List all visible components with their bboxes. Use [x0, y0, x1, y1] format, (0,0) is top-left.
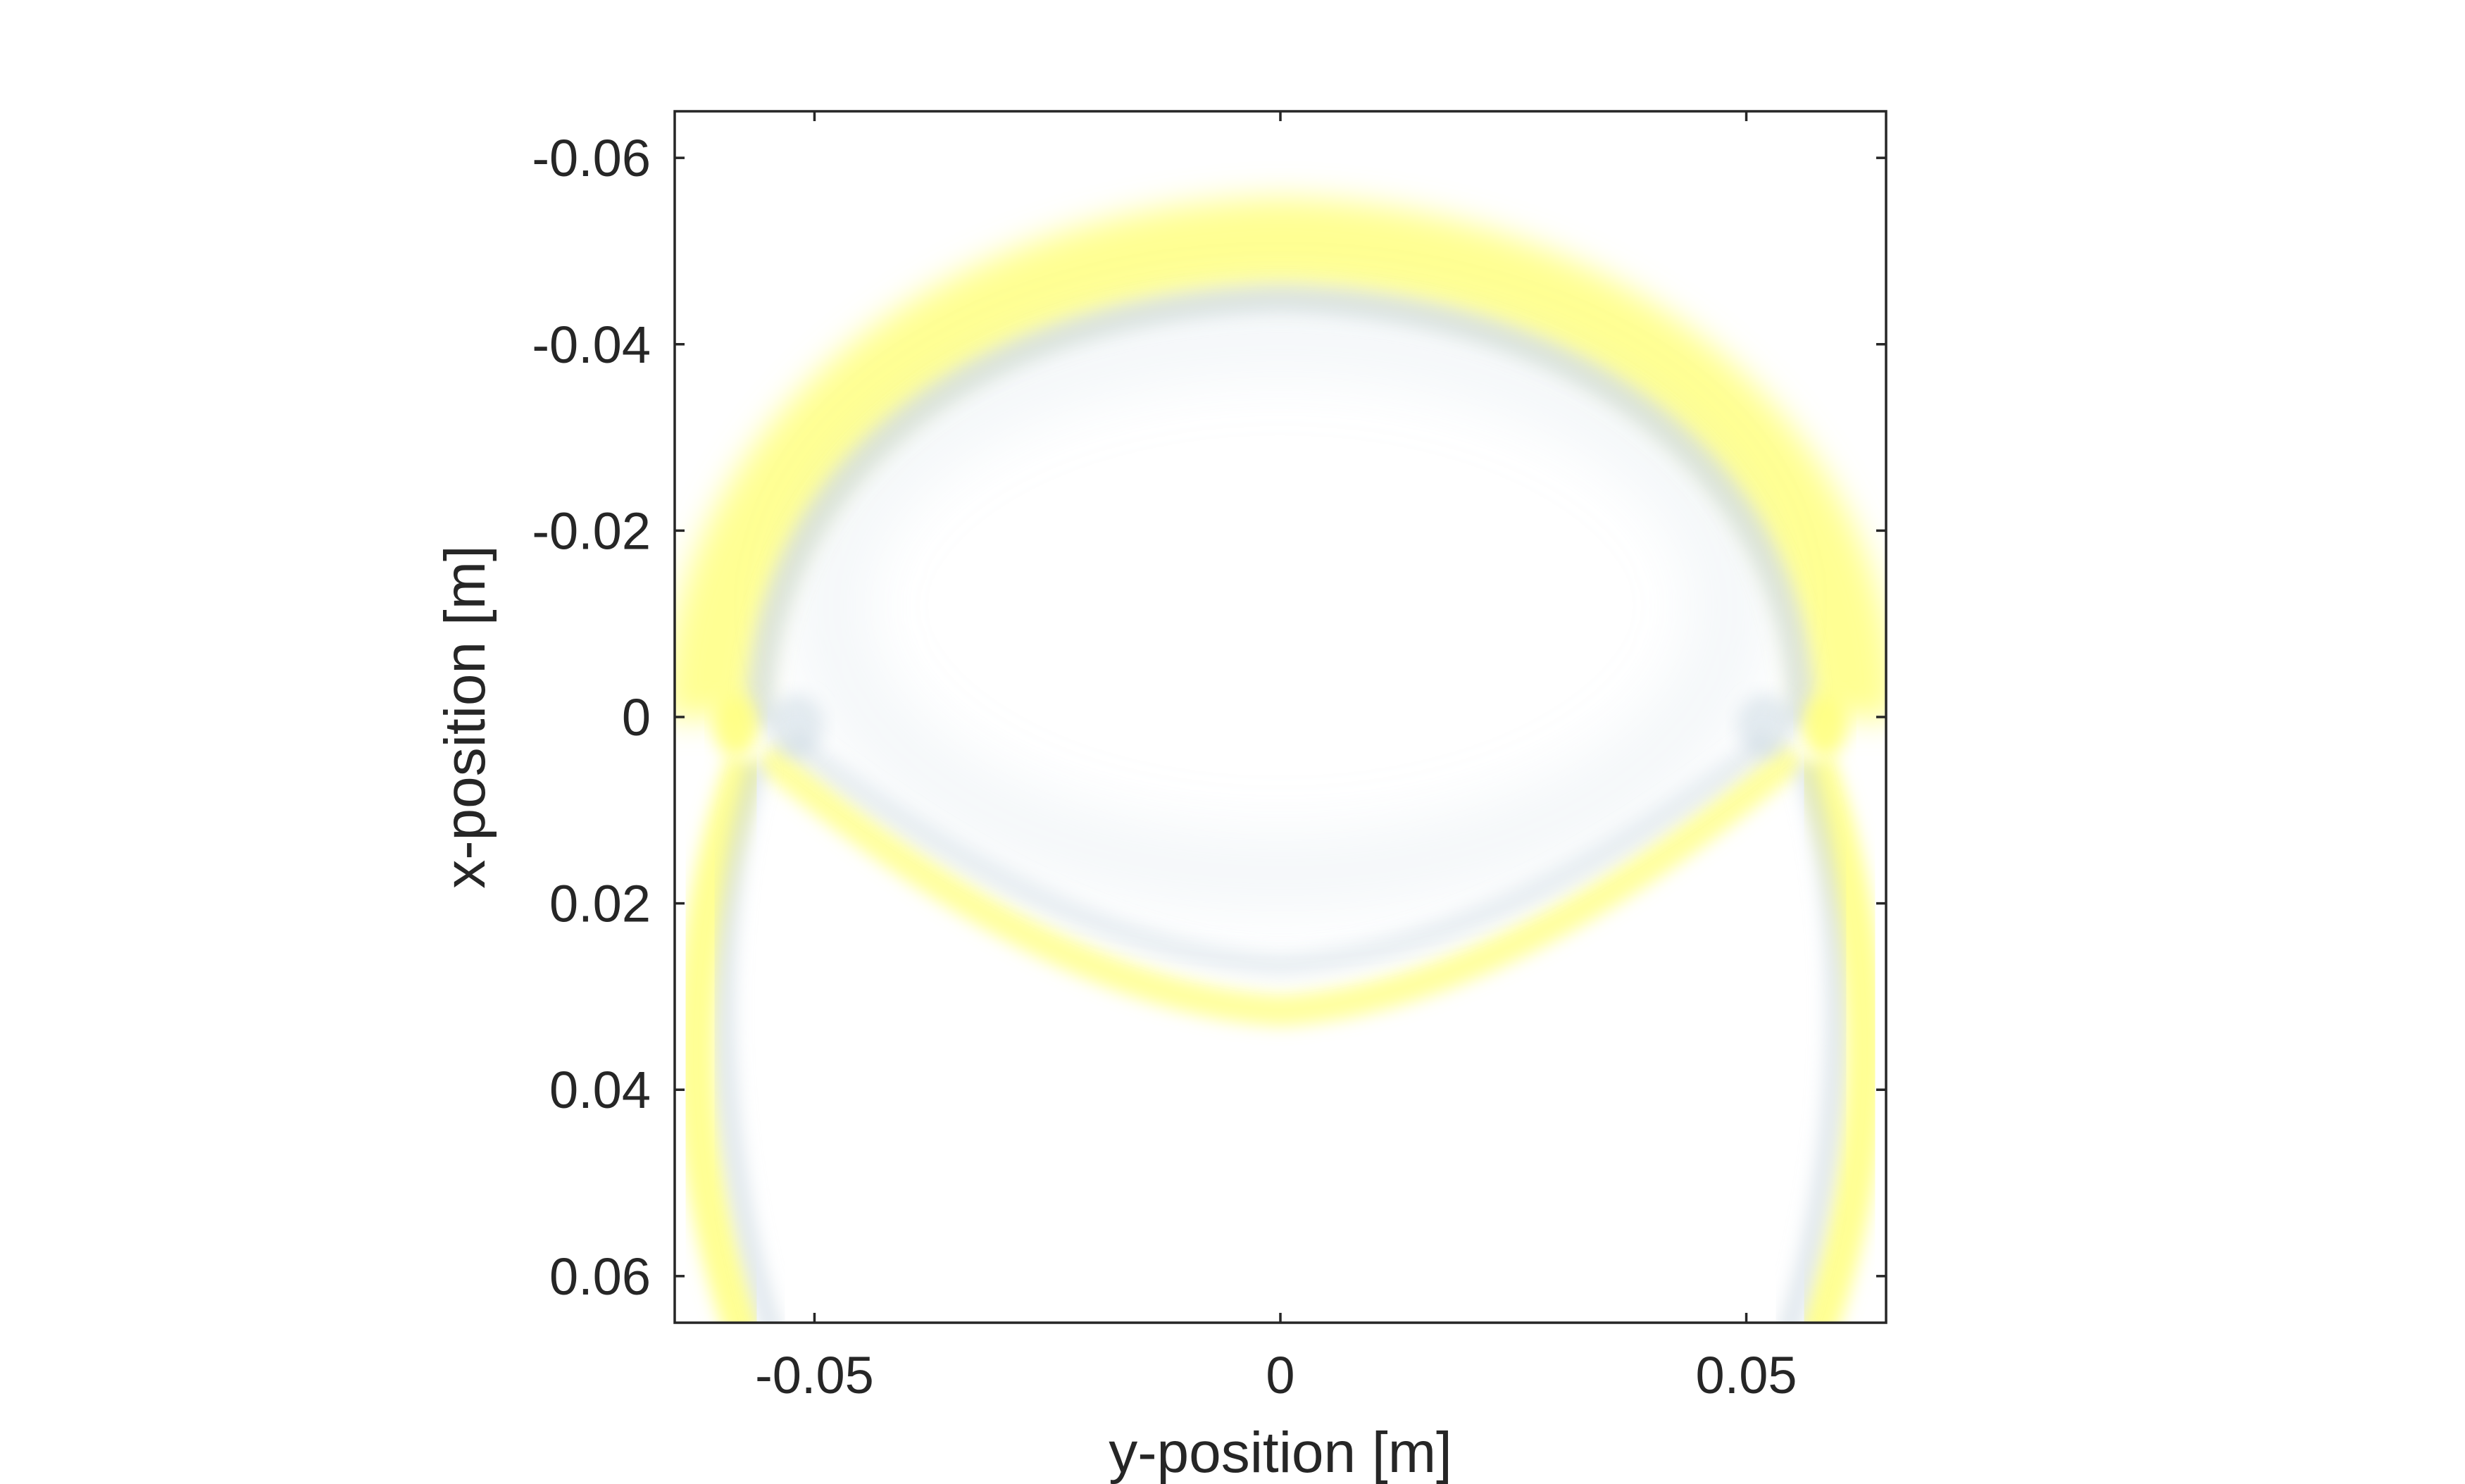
left-lobe-inner: [714, 761, 781, 1323]
plot-frame: [673, 110, 1887, 1324]
left-junction-shadow: [768, 694, 824, 757]
lower-ellipse-edge: [781, 730, 1780, 978]
right-lobe-inner: [1780, 761, 1847, 1323]
y-tick-label: 0.06: [549, 1247, 651, 1306]
x-tick-label: 0.05: [1696, 1346, 1797, 1404]
y-tick-label: 0.04: [549, 1061, 651, 1119]
x-tick-label: -0.05: [755, 1346, 874, 1404]
left-lobe-outer: [676, 754, 765, 1323]
wavefield: [675, 197, 1886, 1323]
upper-wavefront-band: [675, 197, 1886, 720]
left-junction-spot: [713, 694, 759, 757]
ellipse-interior: [791, 299, 1770, 912]
axis-ticks: [675, 111, 1886, 1323]
lower-wavefront-band: [754, 741, 1807, 1027]
x-axis-label: y-position [m]: [1109, 1421, 1452, 1484]
x-tick-label: 0: [1266, 1346, 1294, 1404]
y-tick-label: 0.02: [549, 875, 651, 933]
y-tick-labels: -0.06 -0.04 -0.02 0 0.02 0.04 0.06: [532, 129, 651, 1306]
right-lobe-outer: [1796, 754, 1885, 1323]
right-junction-shadow: [1737, 694, 1793, 757]
x-tick-labels: -0.05 0 0.05: [755, 1346, 1797, 1404]
y-tick-label: -0.06: [532, 129, 651, 187]
y-tick-label: 0: [622, 688, 651, 747]
y-axis-label: x-position [m]: [433, 545, 497, 889]
right-junction-spot: [1802, 694, 1847, 757]
y-tick-label: -0.02: [532, 501, 651, 560]
y-tick-label: -0.04: [532, 316, 651, 374]
